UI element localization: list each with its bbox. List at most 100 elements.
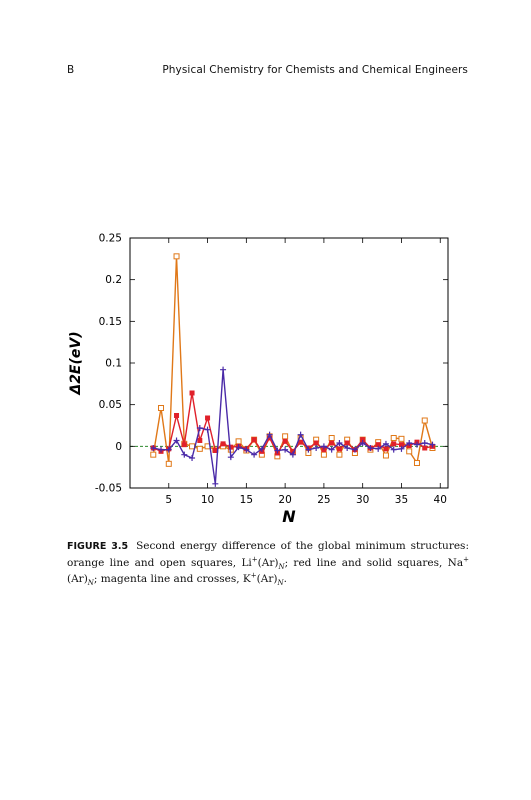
data-point — [421, 440, 428, 446]
data-point — [382, 440, 389, 447]
data-point — [359, 440, 366, 446]
data-point — [422, 445, 428, 451]
data-point — [266, 431, 273, 438]
running-head: B Physical Chemistry for Chemists and Ch… — [67, 64, 468, 80]
data-point — [391, 441, 397, 447]
data-point — [282, 433, 289, 440]
x-tick-label: 20 — [278, 494, 291, 506]
data-point — [220, 441, 226, 447]
x-tick-label: 25 — [317, 494, 330, 506]
data-point — [406, 448, 413, 455]
figure-number: FIGURE 3.5 — [67, 541, 129, 552]
book-title: Physical Chemistry for Chemists and Chem… — [162, 64, 468, 76]
species-li: Li+(Ar)N — [241, 555, 285, 571]
data-point — [390, 435, 397, 441]
data-point — [189, 455, 196, 461]
data-point — [158, 405, 165, 411]
data-point — [212, 480, 219, 487]
data-point — [313, 440, 319, 446]
data-point — [305, 446, 312, 453]
y-tick-label: -0.05 — [95, 483, 122, 495]
x-axis-label: N — [282, 507, 296, 526]
species-k: K+(Ar)N — [242, 571, 284, 588]
data-point — [351, 446, 358, 453]
data-point — [274, 447, 281, 454]
data-point — [320, 451, 327, 458]
data-point — [344, 445, 351, 451]
energy-difference-chart: 5 10 15 20 25 30 35 40 -0.05 0 0.05 0.1 0.15 0.2 0.25 N… — [68, 233, 449, 526]
data-point — [196, 445, 203, 452]
data-point — [382, 452, 389, 459]
page-label: B — [67, 64, 75, 76]
y-tick-label: 0.1 — [105, 358, 122, 370]
figure-caption: FIGURE 3.5 Second energy difference of th… — [67, 540, 469, 588]
data-point — [150, 445, 157, 451]
data-point — [406, 440, 413, 446]
x-tick-label: 35 — [395, 494, 408, 506]
data-point — [220, 366, 227, 373]
data-point — [204, 426, 211, 433]
data-point — [165, 446, 172, 453]
data-point — [228, 444, 234, 450]
x-tick-label: 40 — [434, 494, 447, 506]
y-tick-label: 0.2 — [105, 274, 122, 286]
data-point — [189, 443, 196, 450]
data-point — [243, 446, 250, 453]
data-point — [329, 440, 335, 446]
data-point — [251, 437, 257, 443]
data-point — [390, 446, 397, 453]
series-magenta-line — [153, 369, 433, 484]
x-tick-label: 10 — [201, 494, 214, 506]
data-point — [189, 390, 195, 396]
series-orange-line — [152, 256, 434, 465]
x-tick-label: 5 — [165, 494, 172, 506]
data-point — [150, 451, 157, 458]
data-point — [197, 437, 203, 443]
data-point — [398, 445, 405, 452]
data-point — [413, 441, 420, 448]
data-point — [174, 412, 180, 418]
data-point — [297, 431, 304, 438]
data-point — [205, 415, 211, 421]
data-point — [375, 445, 382, 452]
data-point — [336, 446, 342, 452]
data-point — [173, 253, 180, 260]
y-tick-label: 0.25 — [99, 233, 122, 245]
caption-text: Second energy difference of the global m… — [67, 540, 469, 569]
data-point — [227, 454, 234, 461]
data-point — [421, 417, 428, 424]
data-point — [258, 445, 265, 452]
data-point — [336, 440, 343, 446]
data-point — [344, 440, 350, 446]
y-tick-label: 0.05 — [99, 399, 122, 411]
data-point — [313, 445, 320, 451]
data-point — [235, 444, 242, 451]
x-tick-label: 30 — [356, 494, 369, 506]
y-tick-label: 0 — [115, 441, 122, 453]
data-point — [181, 442, 187, 448]
data-point — [398, 435, 405, 442]
data-point — [328, 435, 335, 441]
data-point — [173, 437, 180, 444]
data-point — [298, 439, 304, 445]
x-tick-label: 15 — [240, 494, 253, 506]
data-point — [251, 451, 258, 458]
data-point — [320, 443, 327, 450]
data-point — [429, 441, 436, 448]
data-point — [196, 425, 203, 431]
data-point — [289, 451, 296, 458]
y-axis-label: Δ2E(eV) — [68, 331, 84, 395]
y-tick-label: 0.15 — [99, 316, 122, 328]
data-point — [282, 446, 289, 453]
data-point — [282, 438, 288, 444]
data-point — [158, 446, 165, 453]
data-point — [181, 451, 188, 458]
data-point — [383, 446, 389, 452]
data-point — [165, 460, 172, 467]
species-na: Na+(Ar)N — [67, 555, 469, 588]
data-point — [367, 445, 374, 451]
data-point — [235, 438, 242, 445]
data-point — [328, 446, 335, 453]
data-point — [413, 460, 420, 466]
data-point — [336, 451, 343, 458]
